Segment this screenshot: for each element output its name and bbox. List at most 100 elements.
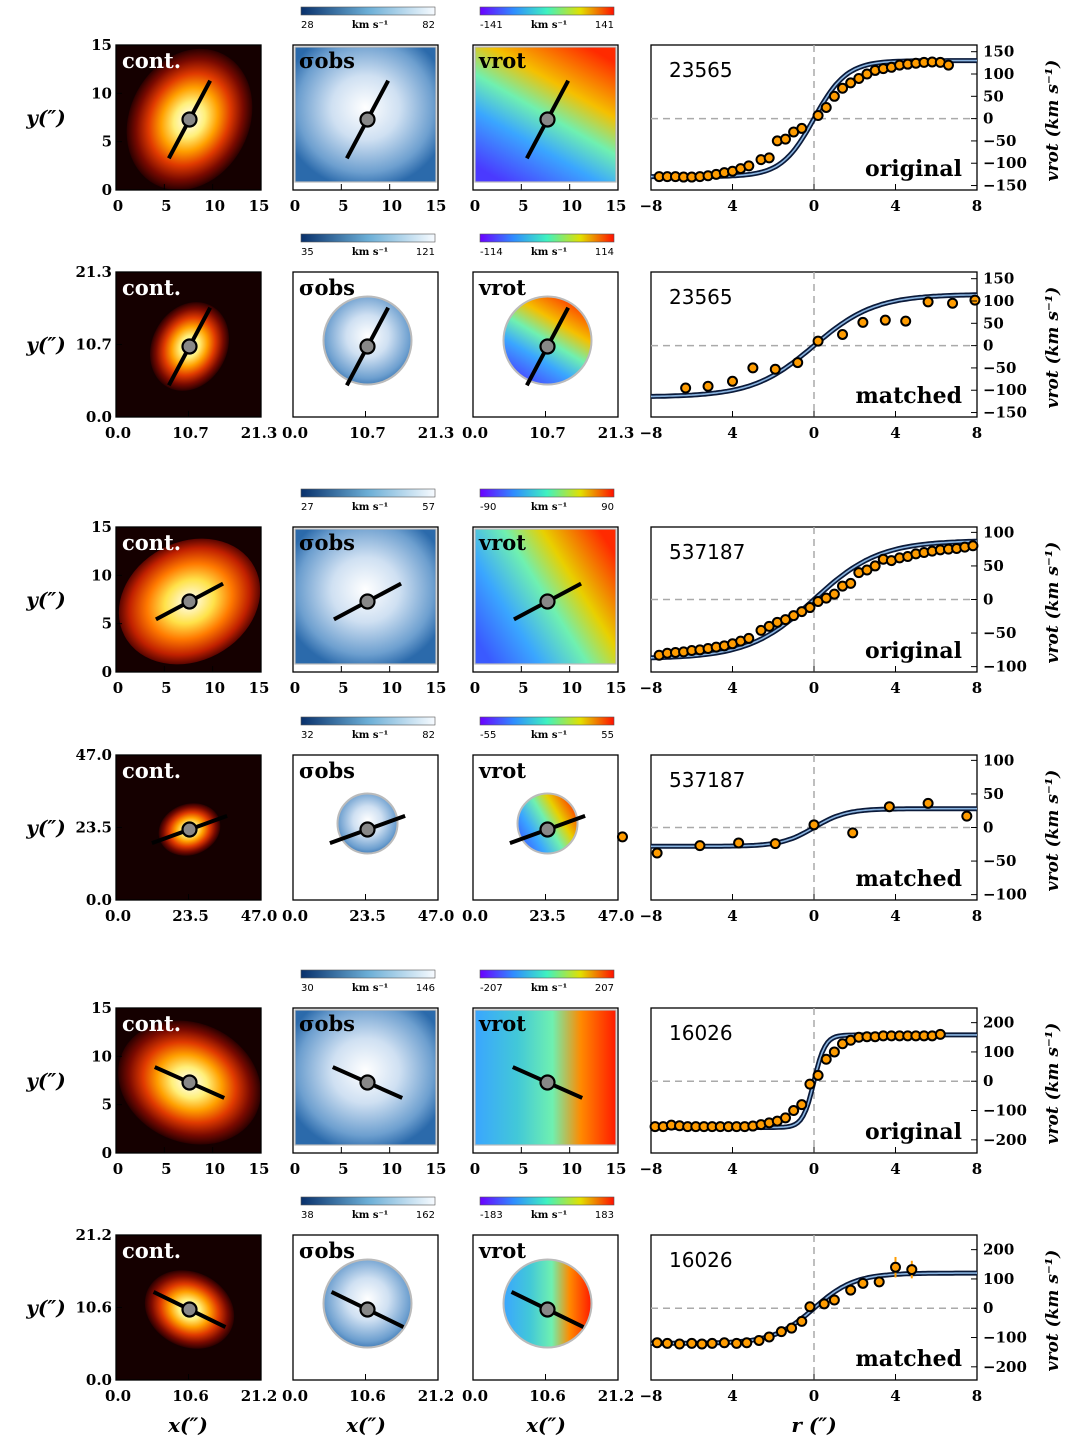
slit-center: [181, 338, 198, 355]
map-frame: [115, 1007, 262, 1154]
state-label-bg: [860, 156, 964, 182]
data-point: [812, 1069, 824, 1081]
map-ylabel: y(″): [25, 106, 65, 130]
velocity-map: vrot 0.0 10.7 21.3: [462, 271, 634, 442]
panel-label: σobs: [299, 1011, 355, 1036]
data-point: [769, 838, 781, 850]
x-tick-label: 5: [518, 1160, 528, 1178]
x-tick-label: 15: [249, 679, 270, 697]
state-label-bg: [860, 1119, 964, 1145]
data-point: [828, 588, 840, 600]
map-ylabel: y(″): [25, 333, 65, 357]
y-tick-label: −50: [983, 624, 1016, 642]
x-tick-label: 15: [426, 1160, 447, 1178]
x-tick-label: 10: [204, 1160, 225, 1178]
vrot_cbar-max: 55: [601, 730, 614, 741]
data-point: [934, 1028, 946, 1040]
x-tick-label: 47.0: [598, 907, 635, 925]
y-tick-label: −100: [983, 381, 1027, 399]
y-tick-label: −50: [983, 359, 1016, 377]
continuum-map: cont. 0 5 10 15 0 5 10 15: [91, 999, 269, 1178]
y-tick-label: 100: [983, 1270, 1014, 1288]
galaxy-id: 537187: [669, 540, 745, 564]
x-tick-label: 0: [809, 907, 819, 925]
panel-label: σobs: [299, 275, 355, 300]
y-tick-label: 0: [102, 1144, 112, 1162]
y-tick-label: 0.0: [86, 408, 112, 426]
x-tick-label: −8: [639, 1387, 662, 1405]
data-point: [845, 577, 857, 589]
x-tick-label: 0.0: [105, 424, 131, 442]
x-tick-label: 10: [561, 679, 582, 697]
x-tick-label: 0: [809, 1160, 819, 1178]
rotation-curve: 23565 matched −8 4 0 4 8 150 100 50 0 −50 −100 −150 vr…: [639, 270, 1063, 442]
sigma_cbar-min: 27: [301, 502, 314, 513]
data-point: [820, 101, 832, 113]
data-point: [753, 1334, 765, 1346]
data-point: [779, 1112, 791, 1124]
x-tick-label: 10: [204, 679, 225, 697]
x-tick-label: 10: [381, 679, 402, 697]
vrot_cbar-min: -114: [480, 247, 503, 258]
sigma_cbar-unit: km s⁻¹: [352, 1210, 388, 1221]
y-tick-label: 150: [983, 270, 1014, 288]
x-tick-label: 15: [249, 197, 270, 215]
vrot_cbar-bar: [479, 969, 615, 979]
x-tick-label: 8: [972, 1387, 982, 1405]
y-tick-label: 10.7: [75, 336, 112, 354]
y-tick-label: 50: [983, 785, 1004, 803]
x-tick-label: 0.0: [462, 1387, 488, 1405]
continuum-map: cont. 0 5 10 15 0 5 10 15: [91, 36, 270, 215]
data-point: [661, 1337, 673, 1349]
y-tick-label: −100: [983, 1102, 1027, 1120]
data-point: [808, 819, 820, 831]
x-tick-label: 5: [338, 679, 348, 697]
x-tick-label: 21.2: [598, 1387, 635, 1405]
slit-center: [539, 111, 556, 128]
dispersion-map: σobs 0.0 23.5 47.0: [282, 754, 454, 925]
data-point: [804, 1301, 816, 1313]
map-frame: [115, 44, 262, 191]
data-point: [694, 840, 706, 852]
y-tick-label: 0.0: [86, 1371, 112, 1389]
y-tick-label: −100: [983, 658, 1027, 676]
y-tick-label: −200: [983, 1358, 1027, 1376]
data-point: [743, 632, 755, 644]
x-tick-label: −8: [639, 1160, 662, 1178]
data-point: [879, 314, 891, 326]
galaxy-id: 23565: [669, 58, 733, 82]
x-tick-label: 0.0: [105, 1387, 131, 1405]
y-tick-label: 47.0: [75, 746, 112, 764]
panel-label: σobs: [299, 48, 355, 73]
continuum-map: cont. 0.0 23.5 47.0 0.0 23.5 47.0: [75, 746, 277, 925]
x-tick-label: 4: [727, 1387, 737, 1405]
vrot_cbar-min: -183: [480, 1210, 503, 1221]
y-tick-label: 15: [91, 518, 112, 536]
data-point: [883, 801, 895, 813]
panel-label: vrot: [478, 758, 526, 783]
data-point: [812, 109, 824, 121]
curve-ylabel: vrot (km s⁻¹): [1043, 770, 1063, 892]
vrot_cbar-bar: [479, 1196, 615, 1206]
x-tick-label: 21.2: [241, 1387, 278, 1405]
sigma_cbar-bar: [300, 233, 436, 243]
vrot_cbar-bar: [479, 488, 615, 498]
x-tick-label: 10.7: [172, 424, 209, 442]
map-ylabel: y(″): [25, 816, 65, 840]
x-tick-label: 21.3: [241, 424, 278, 442]
x-tick-label: 5: [161, 1160, 171, 1178]
data-point: [845, 77, 857, 89]
data-point: [747, 362, 759, 374]
data-point: [837, 82, 849, 94]
x-tick-label: 0.0: [462, 907, 488, 925]
panel-label: σobs: [299, 758, 355, 783]
vrot_cbar-min: -55: [480, 730, 496, 741]
y-tick-label: 100: [983, 751, 1014, 769]
sigma_cbar-max: 57: [422, 502, 435, 513]
vrot_cbar-bar: [479, 6, 615, 16]
data-point: [812, 335, 824, 347]
data-point: [961, 810, 973, 822]
x-tick-label: 23.5: [349, 907, 386, 925]
x-tick-label: 10: [381, 1160, 402, 1178]
